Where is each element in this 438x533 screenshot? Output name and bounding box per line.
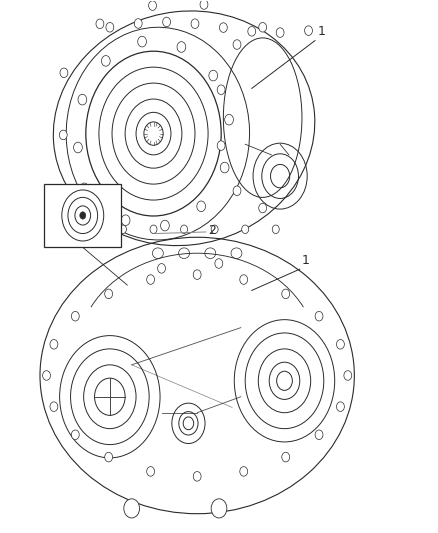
Circle shape: [147, 274, 155, 284]
Circle shape: [211, 499, 227, 518]
Circle shape: [180, 225, 187, 233]
Circle shape: [219, 23, 227, 33]
Circle shape: [225, 115, 233, 125]
Circle shape: [220, 162, 229, 173]
Circle shape: [59, 130, 67, 140]
Circle shape: [60, 68, 68, 78]
Circle shape: [138, 36, 146, 47]
Circle shape: [50, 340, 58, 349]
Circle shape: [276, 28, 284, 37]
Circle shape: [259, 203, 267, 213]
Circle shape: [193, 472, 201, 481]
Circle shape: [248, 27, 256, 36]
Circle shape: [336, 340, 344, 349]
Bar: [44, 183, 121, 247]
Circle shape: [282, 453, 290, 462]
Circle shape: [110, 230, 118, 239]
Circle shape: [217, 141, 225, 150]
Circle shape: [89, 187, 98, 197]
Circle shape: [282, 289, 290, 298]
Circle shape: [50, 402, 58, 411]
Circle shape: [74, 142, 82, 153]
Circle shape: [121, 215, 130, 225]
Circle shape: [217, 85, 225, 94]
Circle shape: [158, 264, 166, 273]
Circle shape: [336, 402, 344, 411]
Circle shape: [42, 370, 50, 380]
Circle shape: [240, 466, 247, 476]
Circle shape: [78, 94, 87, 105]
Text: 2: 2: [208, 224, 216, 237]
Circle shape: [80, 212, 86, 219]
Circle shape: [102, 55, 110, 66]
Circle shape: [191, 19, 199, 28]
Circle shape: [124, 499, 140, 518]
Circle shape: [105, 453, 113, 462]
Circle shape: [197, 201, 205, 212]
Circle shape: [193, 270, 201, 279]
Text: 1: 1: [302, 254, 310, 266]
Circle shape: [233, 186, 241, 196]
Circle shape: [161, 220, 170, 231]
Circle shape: [105, 289, 113, 298]
Circle shape: [215, 259, 223, 268]
Circle shape: [209, 70, 218, 81]
Text: 1: 1: [317, 25, 325, 38]
Circle shape: [344, 370, 352, 380]
Circle shape: [242, 225, 249, 233]
Circle shape: [81, 183, 88, 192]
Circle shape: [177, 42, 186, 52]
Circle shape: [71, 430, 79, 440]
Circle shape: [150, 225, 157, 233]
Circle shape: [304, 26, 312, 35]
Circle shape: [147, 466, 155, 476]
Circle shape: [272, 225, 279, 233]
Circle shape: [233, 40, 241, 50]
Circle shape: [162, 17, 170, 27]
Circle shape: [120, 225, 127, 233]
Circle shape: [106, 22, 114, 32]
Circle shape: [71, 311, 79, 321]
Circle shape: [240, 274, 247, 284]
Circle shape: [315, 430, 323, 440]
Circle shape: [134, 19, 142, 28]
Circle shape: [211, 225, 218, 233]
Circle shape: [259, 22, 267, 32]
Circle shape: [96, 19, 104, 29]
Circle shape: [148, 1, 156, 10]
Circle shape: [200, 0, 208, 9]
Circle shape: [315, 311, 323, 321]
